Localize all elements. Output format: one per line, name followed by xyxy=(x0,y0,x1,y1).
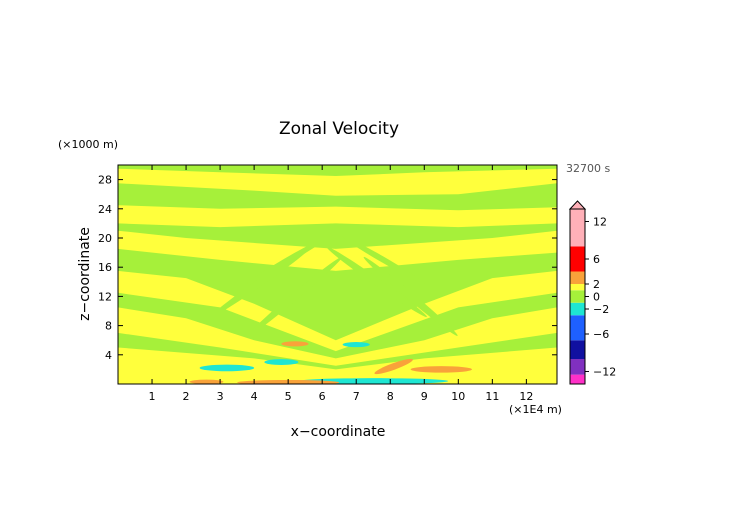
green-streak xyxy=(246,235,330,284)
colorbar-segment xyxy=(570,359,585,375)
x-tick-label: 10 xyxy=(451,390,465,403)
x-axis-ticks: 1 2 3 4 5 6 7 8 9 10 11 12 xyxy=(149,165,533,403)
y-tick-label: 4 xyxy=(105,349,112,362)
colorbar-segment xyxy=(570,374,585,384)
y-tick-label: 16 xyxy=(98,261,112,274)
colorbar-tick-label: −12 xyxy=(593,366,616,379)
yellow-band xyxy=(118,230,557,271)
colorbar-tick-label: 2 xyxy=(593,278,600,291)
x-tick-label: 9 xyxy=(421,390,428,403)
velocity-field xyxy=(118,168,557,384)
field-background xyxy=(118,165,557,384)
x-tick-label: 11 xyxy=(485,390,499,403)
x-tick-label: 4 xyxy=(251,390,258,403)
yellow-band xyxy=(118,270,557,352)
y-tick-label: 8 xyxy=(105,320,112,333)
x-tick-label: 3 xyxy=(217,390,224,403)
x-unit-label: (×1E4 m) xyxy=(509,403,562,416)
y-tick-label: 24 xyxy=(98,203,112,216)
green-streak xyxy=(363,256,458,336)
colorbar-segment xyxy=(570,284,585,291)
orange-blob xyxy=(281,341,309,347)
y-tick-label: 28 xyxy=(98,174,112,187)
y-tick-label: 20 xyxy=(98,232,112,245)
orange-blob xyxy=(410,366,472,373)
colorbar-segment xyxy=(570,209,585,247)
x-tick-label: 7 xyxy=(353,390,360,403)
orange-blob xyxy=(189,379,224,384)
colorbar-segment xyxy=(570,315,585,341)
plot-frame xyxy=(117,164,558,385)
x-axis-label: x−coordinate xyxy=(291,424,386,440)
yellow-band xyxy=(118,307,557,366)
colorbar-segment xyxy=(570,271,585,284)
colorbar-tick-label: 12 xyxy=(593,216,607,229)
x-tick-label: 8 xyxy=(387,390,394,403)
x-tick-label: 12 xyxy=(519,390,533,403)
colorbar-tick-label: −2 xyxy=(593,303,609,316)
x-tick-label: 1 xyxy=(149,390,156,403)
green-streak xyxy=(342,235,425,284)
plot-area xyxy=(118,165,557,384)
cyan-blob xyxy=(342,342,370,348)
y-unit-label: (×1000 m) xyxy=(58,138,118,151)
colorbar-segment xyxy=(570,302,585,316)
colorbar-segment xyxy=(570,246,585,272)
orange-blob xyxy=(374,358,413,375)
y-axis-ticks: 4 8 12 16 20 24 28 xyxy=(98,174,557,362)
colorbar-tick-label: 0 xyxy=(593,291,600,304)
colorbar-extend-arrow xyxy=(568,200,587,210)
yellow-band xyxy=(118,168,557,196)
x-tick-label: 5 xyxy=(285,390,292,403)
cyan-blob xyxy=(264,359,299,366)
yellow-band xyxy=(118,205,557,228)
time-label: 32700 s xyxy=(566,162,610,175)
x-tick-label: 2 xyxy=(183,390,190,403)
chart-title: Zonal Velocity xyxy=(279,119,399,139)
green-streak xyxy=(247,256,342,336)
colorbar-segment xyxy=(570,340,585,359)
yellow-band xyxy=(118,347,557,384)
colorbar-segment xyxy=(570,290,585,303)
colorbar: 12 6 20−2 −6 −12 xyxy=(568,200,616,385)
y-axis-label: z−coordinate xyxy=(77,227,93,321)
cyan-blob xyxy=(199,364,255,372)
x-tick-label: 6 xyxy=(319,390,326,403)
green-streak xyxy=(326,246,427,318)
y-tick-label: 12 xyxy=(98,290,112,303)
colorbar-tick-label: −6 xyxy=(593,328,609,341)
colorbar-tick-label: 6 xyxy=(593,253,600,266)
